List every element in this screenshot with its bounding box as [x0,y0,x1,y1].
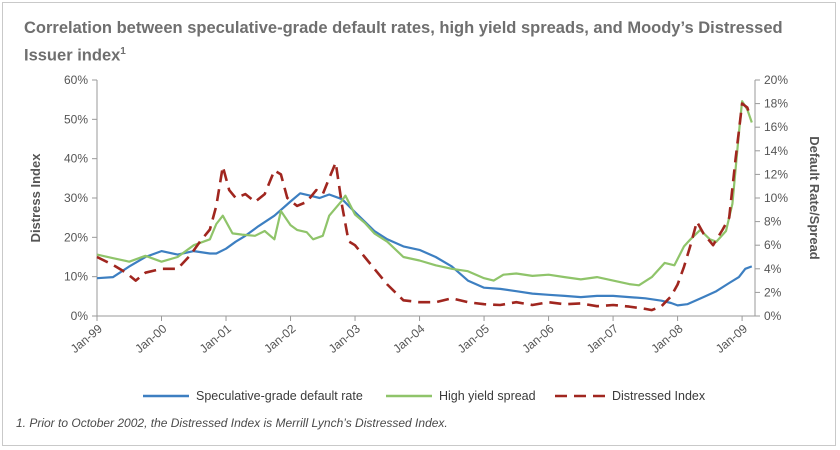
x-axis-tick-label: Jan-01 [197,321,234,356]
x-axis-tick-label: Jan-06 [519,321,556,356]
right-axis-tick-label: 0% [764,309,782,323]
default-rate-line [96,192,753,307]
x-axis-tick-label: Jan-02 [261,321,298,356]
x-axis-tick-label: Jan-05 [455,321,492,356]
chart-title-text: Correlation between speculative-grade de… [24,19,783,65]
x-axis-tick-label: Jan-07 [584,321,621,356]
right-axis-tick-label: 16% [764,120,788,134]
x-axis-tick-label: Jan-99 [68,321,105,356]
right-axis-tick-label: 20% [764,73,788,87]
right-axis-tick-label: 4% [764,262,782,276]
chart-title: Correlation between speculative-grade de… [24,16,804,68]
chart-footnote: 1. Prior to October 2002, the Distressed… [16,416,448,430]
distressed-index-line [96,102,752,312]
x-axis-tick-label: Jan-00 [132,321,169,356]
right-axis-tick-label: 14% [764,144,788,158]
left-axis-tick-label: 40% [64,152,88,166]
right-axis-tick-label: 8% [764,215,782,229]
x-axis-tick-label: Jan-08 [648,321,685,356]
left-axis-tick-label: 0% [71,309,89,323]
right-axis-title: Default Rate/Spread [807,136,822,260]
x-axis-tick-label: Jan-04 [390,321,427,356]
high-yield-spread-line [96,100,753,287]
legend-label: Distressed Index [612,389,706,403]
right-axis-tick-label: 10% [764,191,788,205]
legend: Speculative-grade default rate High yield… [143,389,706,403]
left-axis-tick-label: 60% [64,73,88,87]
left-axis-title: Distress Index [28,153,43,243]
legend-label: Speculative-grade default rate [196,389,363,403]
title-footnote-marker: 1 [120,46,126,57]
x-axis-tick-label: Jan-03 [326,321,363,356]
right-axis-tick-label: 6% [764,238,782,252]
chart-frame [2,2,836,446]
right-axis-tick-label: 18% [764,97,788,111]
series-layer [96,100,753,312]
left-axis-tick-label: 20% [64,230,88,244]
axes: 0% 10% 20% 30% 40% 50% 60% 0% 2% 4% 6% 8% 10% 12% 14% 1… [28,73,822,356]
left-axis-tick-label: 10% [64,270,88,284]
left-axis-tick-label: 50% [64,112,88,126]
x-axis-tick-label: Jan-09 [713,321,750,356]
right-axis-tick-label: 2% [764,285,782,299]
left-axis-tick-label: 30% [64,191,88,205]
legend-label: High yield spread [439,389,536,403]
right-axis-tick-label: 12% [764,167,788,181]
